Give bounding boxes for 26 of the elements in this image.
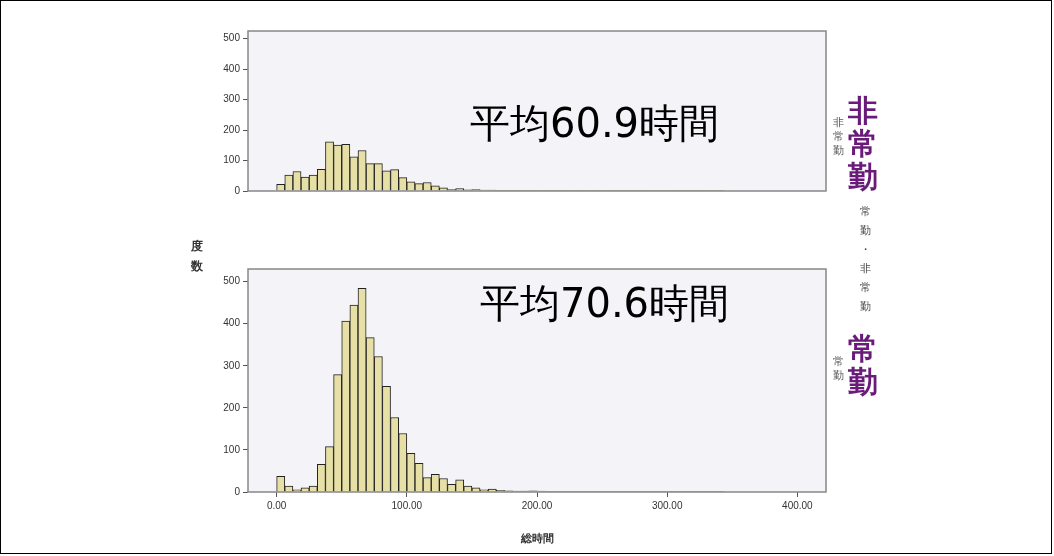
x-tick-label: 200.00: [521, 499, 553, 511]
x-axis-title: 総時間: [519, 532, 554, 545]
y-tick-label: 200: [223, 123, 241, 135]
text: 非常勤: [833, 116, 844, 158]
y-tick-label: 500: [223, 32, 241, 44]
y-tick-label: 300: [223, 93, 241, 105]
y-tick-label: 100: [223, 443, 241, 455]
y-axis-title: 度数: [191, 238, 203, 275]
text: 常勤: [833, 355, 844, 383]
x-tick-label: 400.00: [782, 499, 814, 511]
y-tick-label: 500: [223, 275, 241, 287]
x-tick-label: 300.00: [651, 499, 683, 511]
annotation: 平均70.6時間: [480, 279, 730, 328]
x-tick-label: 100.00: [391, 499, 423, 511]
legend-title: 常勤・非常勤: [860, 204, 871, 315]
y-tick-label: 0: [234, 485, 241, 497]
y-tick-label: 400: [223, 317, 241, 329]
y-tick-label: 100: [223, 154, 241, 166]
y-tick-label: 200: [223, 401, 241, 413]
y-tick-label: 0: [234, 184, 241, 196]
text: 非常勤: [848, 93, 878, 194]
text: 常勤: [848, 331, 878, 399]
x-tick-label: 0.00: [266, 499, 287, 511]
y-tick-label: 400: [223, 62, 241, 74]
annotation: 平均60.9時間: [470, 99, 720, 148]
y-tick-label: 300: [223, 359, 241, 371]
